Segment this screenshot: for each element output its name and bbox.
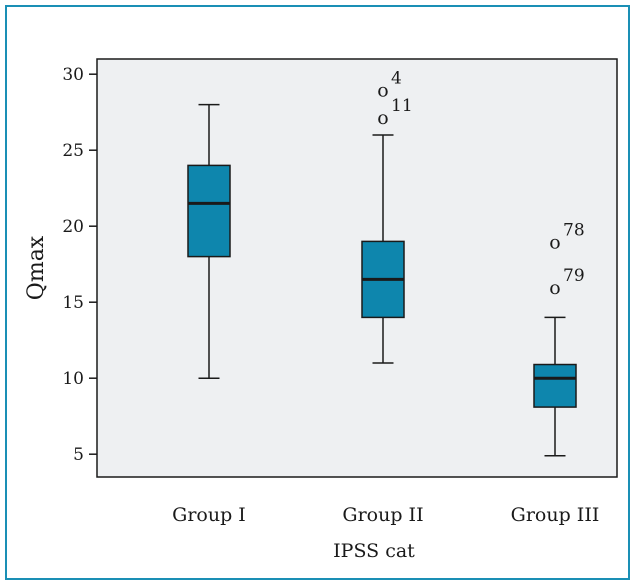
x-axis-title: IPSS cat xyxy=(333,540,415,562)
outlier-label: 78 xyxy=(563,220,585,240)
y-tick-label-15: 15 xyxy=(62,293,84,313)
outlier-point: o xyxy=(549,277,560,299)
plot-area xyxy=(96,58,618,478)
y-tick-label-5: 5 xyxy=(73,445,84,465)
x-axis: Group I Group II Group III xyxy=(172,504,599,526)
iqr-box xyxy=(187,164,231,258)
y-tick-label-20: 20 xyxy=(62,217,84,237)
x-category-label-3: Group III xyxy=(511,504,600,526)
outlier-label: 11 xyxy=(391,96,413,116)
x-category-label-2: Group II xyxy=(342,504,423,526)
outlier-point: o xyxy=(549,231,560,253)
y-tick-label-30: 30 xyxy=(62,65,84,85)
box-1 xyxy=(187,103,231,379)
outlier-point: o xyxy=(377,107,388,129)
outlier-label: 79 xyxy=(563,266,585,286)
y-tick-label-25: 25 xyxy=(62,141,84,161)
y-axis: 5 10 15 20 25 30 xyxy=(62,65,97,465)
y-tick-label-10: 10 xyxy=(62,369,84,389)
y-axis-title: Qmax xyxy=(24,235,49,300)
outlier-label: 4 xyxy=(391,68,402,88)
iqr-box xyxy=(533,363,577,408)
x-category-label-1: Group I xyxy=(172,504,246,526)
outlier-point: o xyxy=(377,79,388,101)
